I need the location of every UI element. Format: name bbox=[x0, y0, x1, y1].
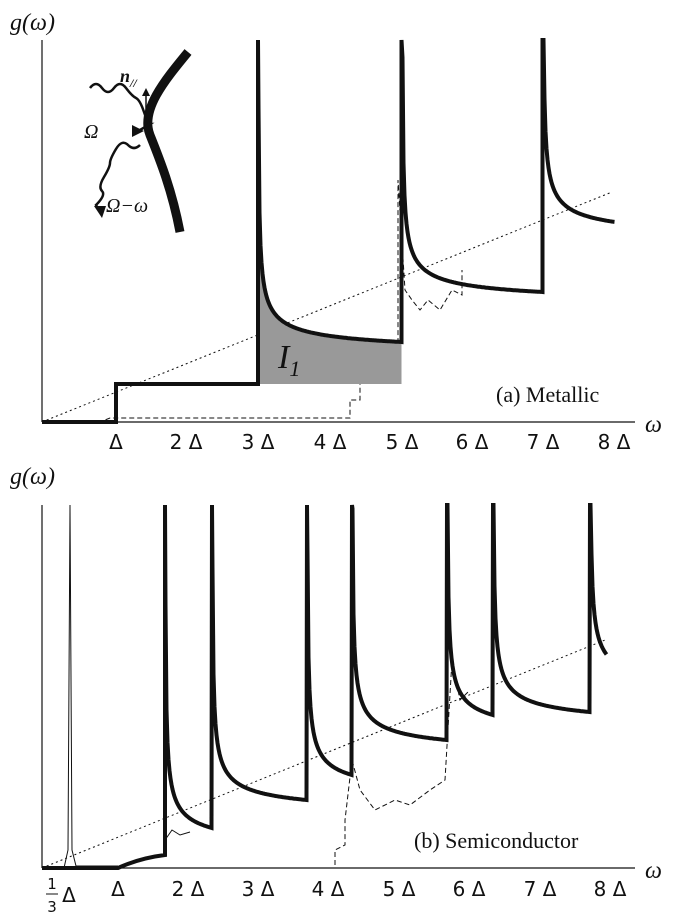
x-tick-label: Δ bbox=[109, 430, 123, 454]
caption: (a) Metallic bbox=[496, 382, 599, 407]
x-tick-label: 3 Δ bbox=[242, 877, 275, 901]
x-tick-label: Δ bbox=[111, 877, 125, 901]
arrowhead bbox=[94, 206, 106, 218]
normal-label: n// bbox=[120, 66, 138, 90]
shaded-area bbox=[258, 40, 402, 384]
x-tick-label: 2 Δ bbox=[170, 430, 203, 454]
x-tick-label: 8 Δ bbox=[594, 877, 627, 901]
incoming-label: Ω bbox=[84, 121, 98, 143]
fraction-numerator: 1 bbox=[47, 875, 57, 893]
x-tick-label: 4 Δ bbox=[314, 430, 347, 454]
x-tick-label: 8 Δ bbox=[598, 430, 631, 454]
y-label: g(ω) bbox=[10, 10, 55, 36]
y-label: g(ω) bbox=[10, 464, 55, 490]
fraction-symbol: Δ bbox=[62, 883, 76, 907]
dashed-curve bbox=[42, 659, 471, 869]
incoming-photon bbox=[89, 82, 155, 132]
outgoing-photon bbox=[94, 141, 141, 213]
x-tick-label: 6 Δ bbox=[456, 430, 489, 454]
thin-peak bbox=[42, 504, 118, 869]
reference-line bbox=[41, 639, 606, 869]
x-tick-label: 2 Δ bbox=[172, 877, 205, 901]
outgoing-label: Ω−ω bbox=[106, 195, 148, 217]
caption: (b) Semiconductor bbox=[414, 828, 579, 853]
surface bbox=[143, 49, 192, 233]
x-label: ω bbox=[645, 412, 662, 438]
fraction-denominator: 3 bbox=[47, 898, 57, 916]
dashed-curve bbox=[42, 179, 463, 423]
arrowhead bbox=[142, 88, 150, 96]
x-tick-label: 7 Δ bbox=[527, 430, 560, 454]
x-tick-label: 3 Δ bbox=[242, 430, 275, 454]
thin-curve bbox=[164, 829, 191, 841]
area-label: I1 bbox=[277, 339, 300, 381]
x-label: ω bbox=[645, 858, 662, 884]
x-tick-label: 6 Δ bbox=[453, 877, 486, 901]
x-tick-label: 5 Δ bbox=[383, 877, 416, 901]
x-tick-label: 4 Δ bbox=[312, 877, 345, 901]
curve bbox=[42, 503, 609, 870]
x-tick-label: 7 Δ bbox=[524, 877, 557, 901]
curve bbox=[42, 38, 615, 424]
arrowhead bbox=[132, 125, 144, 137]
x-tick-label: 5 Δ bbox=[386, 430, 419, 454]
